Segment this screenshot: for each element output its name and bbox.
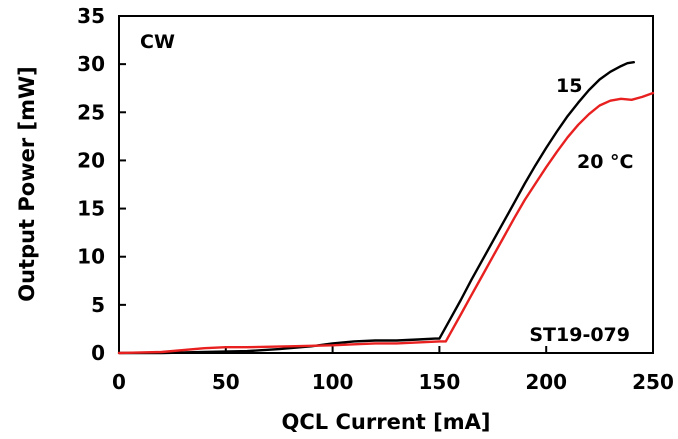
mode-annotation: CW [140, 31, 175, 53]
x-tick-label: 0 [112, 370, 126, 394]
y-tick-label: 25 [77, 100, 105, 124]
y-axis-title: Output Power [mW] [15, 66, 39, 302]
y-tick-label: 20 [77, 148, 105, 172]
series-label-20c: 20 °C [577, 151, 634, 173]
series-line-20c [117, 91, 655, 355]
y-tick-label: 35 [77, 4, 105, 28]
x-tick-label: 100 [312, 370, 354, 394]
y-tick-label: 0 [91, 341, 105, 365]
y-tick-label: 15 [77, 197, 105, 221]
series-label-15: 15 [556, 75, 582, 97]
x-axis-title: QCL Current [mA] [282, 410, 491, 434]
y-tick-label: 30 [77, 52, 105, 76]
x-tick-label: 150 [419, 370, 461, 394]
plot-frame [118, 15, 654, 354]
series-lines [117, 61, 655, 355]
y-tick-label: 10 [77, 245, 105, 269]
x-tick-label: 250 [632, 370, 674, 394]
y-tick-label: 5 [91, 293, 105, 317]
x-tick-label: 50 [212, 370, 240, 394]
series-line-15 [117, 61, 635, 355]
x-tick-label: 200 [525, 370, 567, 394]
device-annotation: ST19-079 [529, 324, 630, 346]
